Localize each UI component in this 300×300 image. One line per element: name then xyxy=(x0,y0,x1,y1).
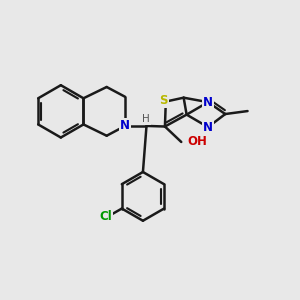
Text: Cl: Cl xyxy=(100,210,112,224)
Text: N: N xyxy=(120,119,130,132)
Text: OH: OH xyxy=(188,136,208,148)
Text: N: N xyxy=(203,96,213,109)
Text: H: H xyxy=(142,114,150,124)
Text: S: S xyxy=(159,94,168,106)
Text: N: N xyxy=(203,121,213,134)
